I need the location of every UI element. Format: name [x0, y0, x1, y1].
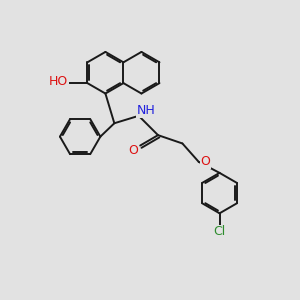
- Text: NH: NH: [137, 104, 155, 117]
- Text: Cl: Cl: [213, 225, 226, 238]
- Text: HO: HO: [49, 75, 68, 88]
- Text: O: O: [129, 144, 139, 158]
- Text: O: O: [200, 155, 210, 168]
